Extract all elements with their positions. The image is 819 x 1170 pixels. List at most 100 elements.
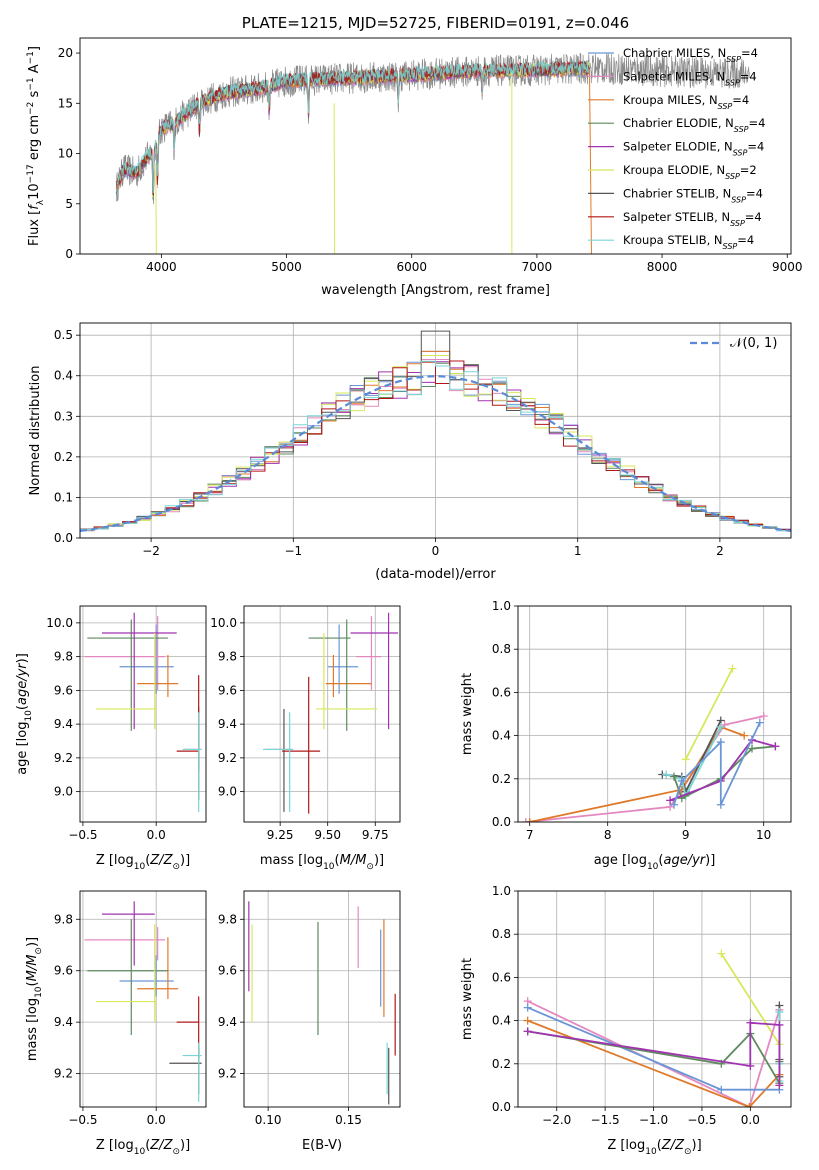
legend-label-text: Salpeter MILES, N — [623, 69, 725, 83]
errorbar-salpeter-elodie — [101, 901, 155, 966]
x-axis-label: E(B-V) — [302, 1138, 342, 1153]
y-axis-label: Flux [fλ10−17 erg cm−2 s−1 A−1] — [26, 46, 46, 246]
legend-label-suffix: =4 — [741, 46, 758, 60]
data-point — [525, 818, 534, 822]
errorbar-salpeter-miles — [84, 927, 165, 961]
label-part: age/yr — [663, 853, 706, 868]
series-salpeter-elodie — [523, 1018, 784, 1090]
y-tick-label: 1.0 — [492, 884, 511, 898]
y-tick-label: 0.4 — [492, 729, 511, 743]
label-part: 10 — [34, 986, 44, 998]
axes-frame — [517, 605, 792, 823]
errorbar-kroupa-stelib — [182, 1042, 202, 1102]
data-point — [677, 776, 686, 785]
y-tick-label: 0.0 — [54, 531, 73, 545]
legend-label-sub: SSP — [725, 78, 740, 87]
panel-age-vs-Z: −0.5 0.0 9.0 9.2 9.4 9.6 9.8 10.0 — [46, 605, 207, 842]
label-part: erg cm — [27, 115, 42, 164]
y-tick-label: 0.0 — [492, 815, 511, 829]
legend-label-suffix: =4 — [746, 186, 763, 200]
legend-label-text: Salpeter ELODIE, N — [623, 140, 733, 154]
label-part: M/M — [25, 955, 40, 982]
data-point — [717, 1085, 726, 1094]
errorbar-kroupa-miles — [137, 654, 179, 698]
grid-age-vs-mass — [244, 606, 400, 822]
data-point — [716, 722, 725, 731]
y-axis-label: mass weight — [460, 673, 475, 755]
legend-entry: Chabrier STELIB, NSSP=4 — [588, 186, 763, 204]
legend-label-sub: SSP — [718, 101, 733, 110]
y-tick-label: 0.3 — [54, 409, 73, 423]
label-part: 10 — [323, 862, 335, 872]
legend-label-sub: SSP — [726, 55, 741, 64]
chart-title: PLATE=1215, MJD=52725, FIBERID=0191, z=0… — [242, 14, 629, 32]
data-point — [775, 1081, 784, 1090]
model-dropout — [333, 103, 336, 254]
x-tick-label: 9.50 — [314, 828, 341, 842]
y-tick-label: 1.0 — [492, 599, 511, 613]
label-part: 10 — [24, 710, 34, 722]
axes-mass-weight-vs-age: 7 8 9 10 0.0 0.2 0.4 0.6 0.8 1.0 — [492, 599, 792, 842]
y-axis-label: mass [log10(M/M⊙)] — [25, 937, 44, 1061]
y-axis-label: mass weight — [460, 958, 475, 1040]
x-tick-label: 0.10 — [255, 1113, 282, 1127]
model-dropout — [155, 163, 157, 254]
legend-label: Salpeter STELIB, NSSP=4 — [623, 210, 762, 228]
x-tick-label: −0.5 — [68, 828, 97, 842]
y-tick-label: 0.8 — [492, 927, 511, 941]
label-part: Z [log — [96, 1138, 134, 1153]
y-tick-label: 9.6 — [218, 964, 237, 978]
data-point — [521, 818, 530, 822]
x-tick-label: −2.0 — [542, 1113, 571, 1127]
label-part: )] — [25, 937, 40, 947]
data-point — [523, 1016, 532, 1025]
plot-area-age-vs-mass — [263, 612, 399, 814]
label-part: ( — [145, 1138, 150, 1153]
legend-entry: Kroupa STELIB, NSSP=4 — [588, 233, 754, 251]
axes-frame — [243, 605, 401, 823]
x-tick-label: −0.5 — [687, 1113, 716, 1127]
errorbar-salpeter-stelib — [282, 676, 321, 814]
label-part: −1 — [26, 77, 36, 90]
data-point — [748, 744, 756, 753]
label-part: −1 — [26, 51, 36, 64]
errorbar-salpeter-elodie — [350, 612, 399, 730]
series-line — [662, 720, 722, 795]
legend-label: Chabrier MILES, NSSP=4 — [623, 46, 758, 64]
errorbar-chabrier-stelib — [169, 1047, 202, 1095]
data-point — [759, 712, 768, 721]
plot-area-residuals — [80, 330, 791, 532]
y-tick-label: 9.8 — [218, 912, 237, 926]
legend-label-suffix: =4 — [737, 233, 754, 247]
legend-entry: Salpeter STELIB, NSSP=4 — [588, 210, 762, 228]
data-point — [775, 1007, 784, 1016]
x-tick-label: 9.25 — [267, 828, 294, 842]
errorbar-salpeter-elodie — [101, 612, 177, 730]
y-tick-label: 9.4 — [54, 1015, 73, 1029]
x-axis-label: Z [log10(Z/Z⊙)] — [96, 1138, 190, 1157]
y-tick-label: 9.4 — [54, 717, 73, 731]
x-tick-label: −1.0 — [639, 1113, 668, 1127]
axes-frame — [517, 890, 792, 1108]
x-tick-label: 7000 — [522, 260, 553, 274]
y-tick-label: 9.8 — [218, 650, 237, 664]
x-axis-label: Z [log10(Z/Z⊙)] — [96, 853, 190, 872]
y-tick-label: 9.6 — [54, 964, 73, 978]
data-point — [666, 796, 675, 805]
model-line-chabrier-elodie — [115, 61, 590, 200]
errorbar-salpeter-stelib — [176, 675, 200, 772]
y-tick-label: 9.2 — [54, 1067, 73, 1081]
label-part: )] — [692, 1138, 702, 1153]
label-part: A — [27, 64, 42, 77]
legend-label-sub: SSP — [730, 218, 745, 227]
data-point — [728, 664, 737, 673]
x-tick-label: −0.5 — [68, 1113, 97, 1127]
errorbar-chabrier-elodie — [308, 619, 351, 731]
y-tick-label: 9.0 — [218, 785, 237, 799]
legend-label: Salpeter ELODIE, NSSP=4 — [623, 140, 764, 158]
x-tick-label: 4000 — [146, 260, 177, 274]
label-part: ⊙ — [366, 862, 374, 872]
x-tick-label: 8 — [604, 828, 612, 842]
axes-spectrum: 4000 5000 6000 7000 8000 9000 0 5 10 15 20 — [58, 37, 803, 274]
